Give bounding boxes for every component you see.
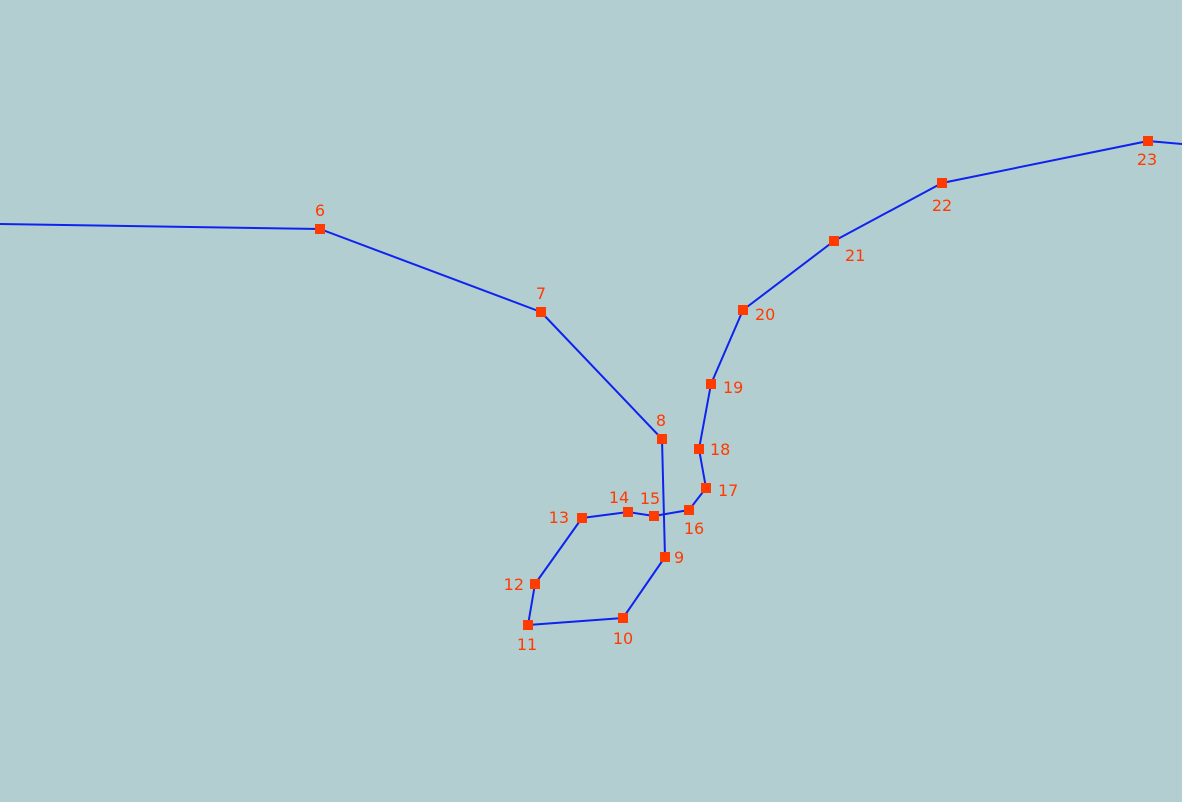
waypoint-label-22: 22: [932, 196, 952, 215]
waypoint-label-23: 23: [1137, 150, 1157, 169]
waypoint-marker-6[interactable]: [315, 224, 325, 234]
waypoint-label-14: 14: [609, 488, 629, 507]
waypoint-label-11: 11: [517, 635, 537, 654]
waypoint-marker-21[interactable]: [829, 236, 839, 246]
waypoint-marker-17[interactable]: [701, 483, 711, 493]
waypoint-marker-11[interactable]: [523, 620, 533, 630]
waypoint-marker-20[interactable]: [738, 305, 748, 315]
waypoint-marker-13[interactable]: [577, 513, 587, 523]
waypoint-marker-8[interactable]: [657, 434, 667, 444]
waypoint-marker-7[interactable]: [536, 307, 546, 317]
waypoint-marker-19[interactable]: [706, 379, 716, 389]
waypoint-label-12: 12: [504, 575, 524, 594]
waypoint-label-8: 8: [656, 411, 666, 430]
route-polyline: [0, 140, 1182, 626]
waypoint-label-6: 6: [315, 201, 325, 220]
waypoint-marker-16[interactable]: [684, 505, 694, 515]
waypoint-marker-14[interactable]: [623, 507, 633, 517]
waypoint-marker-10[interactable]: [618, 613, 628, 623]
waypoint-label-15: 15: [640, 489, 660, 508]
waypoint-label-21: 21: [845, 246, 865, 265]
waypoint-labels-layer: 6 7 8 9 10 11 12 13 14 15 16 17 18 19 20 21 22 23: [315, 150, 1157, 654]
waypoint-label-19: 19: [723, 378, 743, 397]
waypoint-label-9: 9: [674, 548, 684, 567]
waypoint-label-20: 20: [755, 305, 775, 324]
waypoint-marker-18[interactable]: [694, 444, 704, 454]
waypoint-marker-15[interactable]: [649, 511, 659, 521]
waypoint-marker-23[interactable]: [1143, 136, 1153, 146]
waypoint-label-13: 13: [549, 508, 569, 527]
waypoint-label-16: 16: [684, 519, 704, 538]
waypoint-marker-22[interactable]: [937, 178, 947, 188]
waypoint-label-17: 17: [718, 481, 738, 500]
waypoint-label-18: 18: [710, 440, 730, 459]
waypoint-marker-9[interactable]: [660, 552, 670, 562]
waypoint-marker-12[interactable]: [530, 579, 540, 589]
waypoint-markers-layer: [315, 136, 1153, 630]
waypoint-label-7: 7: [536, 284, 546, 303]
waypoint-label-10: 10: [613, 629, 633, 648]
